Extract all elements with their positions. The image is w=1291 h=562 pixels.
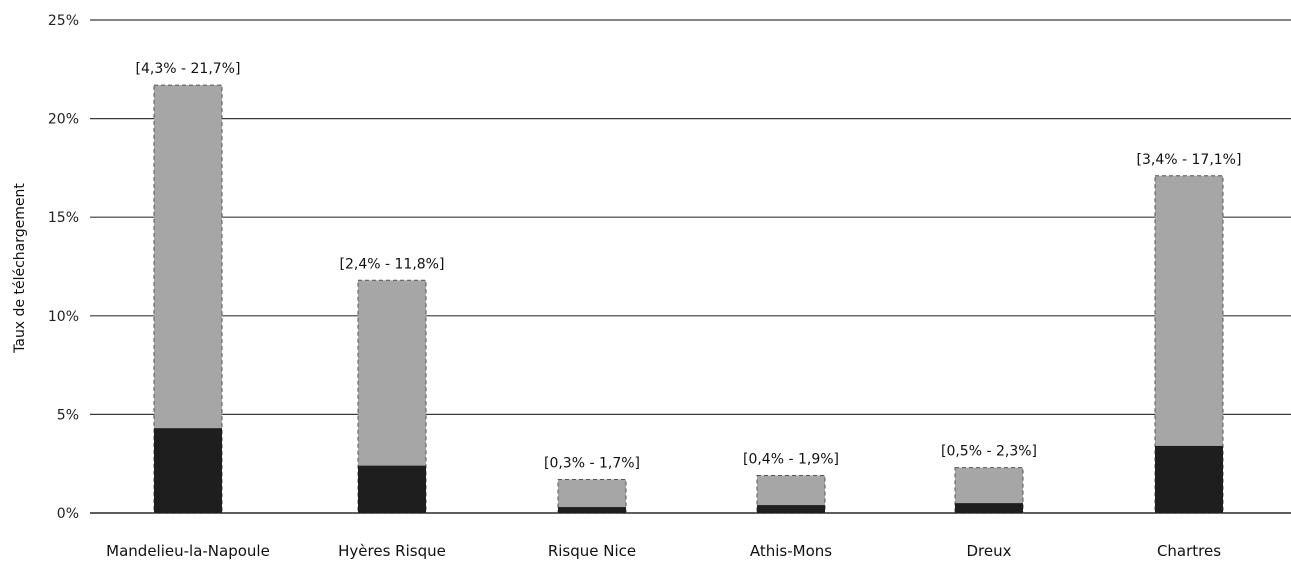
y-tick-label: 5% [57,407,79,423]
category-label: Chartres [1157,542,1221,560]
y-axis-ticks: 0% 5% 10% 15% 20% 25% [48,13,79,522]
range-label: [3,4% - 17,1%] [1137,152,1242,168]
y-tick-label: 10% [48,309,79,325]
bar-lower-bound [757,505,825,513]
bar-lower-bound [955,503,1023,513]
category-label: Mandelieu-la-Napoule [106,542,270,560]
category-label: Athis-Mons [750,542,832,560]
range-label: [0,5% - 2,3%] [941,444,1037,460]
category-label: Risque Nice [548,542,636,560]
range-label: [0,4% - 1,9%] [743,452,839,468]
y-axis-title: Taux de téléchargement [12,183,28,354]
range-label: [0,3% - 1,7%] [544,455,640,471]
y-tick-label: 25% [48,13,79,29]
bars [153,84,1224,514]
category-label: Dreux [967,542,1012,560]
category-label: Hyères Risque [338,542,446,560]
range-label: [2,4% - 11,8%] [340,256,445,272]
category-labels: Mandelieu-la-Napoule Hyères Risque Risque … [106,542,1221,560]
y-tick-label: 20% [48,112,79,128]
bar-lower-bound [154,428,222,513]
y-tick-label: 0% [57,506,79,522]
bar-lower-bound [1155,445,1223,513]
gridlines [90,19,1291,514]
range-label: [4,3% - 21,7%] [136,61,241,77]
y-tick-label: 15% [48,210,79,226]
bar-lower-bound [358,465,426,513]
range-labels: [4,3% - 21,7%] [2,4% - 11,8%] [0,3% - 1,7%… [136,61,1242,471]
bar-lower-bound [558,507,626,513]
